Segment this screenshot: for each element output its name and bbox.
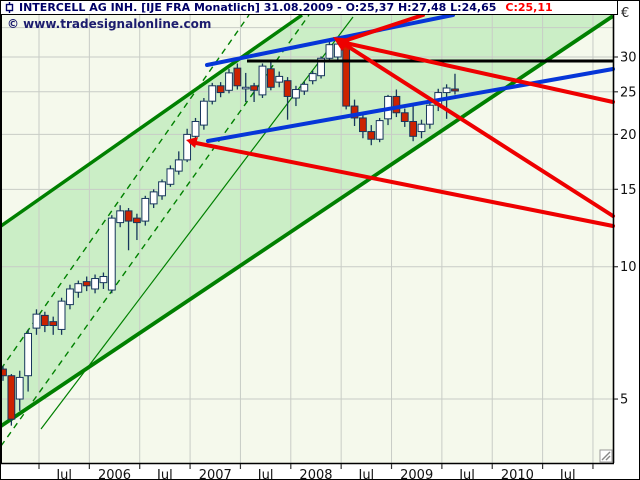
candle xyxy=(367,125,376,146)
candle xyxy=(174,151,183,175)
instrument-title: INTERCELL AG INH. [IJE FRA Monatlich] 31… xyxy=(19,1,497,14)
candle xyxy=(275,71,284,88)
candle xyxy=(208,82,217,105)
x-axis-labels: Jul 2006 Jul 2007 Jul 2008 Jul 2009 Jul 2010 Jul xyxy=(38,464,594,480)
blue-trendlines[interactable] xyxy=(205,13,615,143)
svg-text:25: 25 xyxy=(620,85,637,100)
red-trendlines[interactable] xyxy=(186,13,615,228)
svg-text:2007: 2007 xyxy=(199,468,232,480)
candle xyxy=(241,72,250,102)
svg-text:Jul: Jul xyxy=(357,468,374,480)
candle xyxy=(133,213,141,241)
candle xyxy=(292,85,300,107)
candle xyxy=(199,98,208,130)
candle xyxy=(442,84,451,119)
candle xyxy=(359,113,367,139)
candle xyxy=(308,70,317,85)
svg-text:15: 15 xyxy=(620,183,637,198)
candle xyxy=(266,60,275,91)
candle xyxy=(24,329,33,392)
svg-text:2008: 2008 xyxy=(299,468,332,480)
svg-text:5: 5 xyxy=(620,393,628,408)
candle xyxy=(82,276,91,292)
candle xyxy=(99,272,108,289)
currency-symbol: € xyxy=(621,6,630,21)
candlestick-icon xyxy=(5,1,14,17)
candle xyxy=(425,101,434,129)
svg-text:Jul: Jul xyxy=(55,468,72,480)
candle xyxy=(191,117,200,142)
candle xyxy=(124,208,133,251)
candle xyxy=(141,195,150,226)
candle xyxy=(40,311,49,333)
candle xyxy=(149,189,158,209)
candle xyxy=(91,274,99,294)
candle xyxy=(49,316,58,335)
candle xyxy=(66,284,74,310)
candle xyxy=(32,309,41,335)
svg-text:2010: 2010 xyxy=(501,468,534,480)
candle xyxy=(158,179,166,200)
y-axis-labels: 30 25 20 15 10 5 xyxy=(614,51,637,408)
candle xyxy=(300,81,309,95)
candle xyxy=(258,63,267,99)
candle xyxy=(392,89,401,118)
candle xyxy=(216,82,225,98)
candle xyxy=(400,108,409,127)
copyright-watermark: © www.tradesignalonline.com xyxy=(7,17,212,31)
candle xyxy=(57,297,66,335)
red-arrow-tip xyxy=(186,137,198,148)
candle xyxy=(250,82,258,102)
candle xyxy=(325,41,334,61)
candle xyxy=(166,165,175,187)
candle xyxy=(116,205,125,228)
candle xyxy=(409,105,418,142)
svg-text:10: 10 xyxy=(620,260,637,275)
svg-text:2006: 2006 xyxy=(98,468,131,480)
svg-text:30: 30 xyxy=(620,51,637,66)
candle xyxy=(233,63,242,90)
chart-title-bar: INTERCELL AG INH. [IJE FRA Monatlich] 31… xyxy=(1,1,618,15)
svg-text:Jul: Jul xyxy=(559,468,576,480)
candle xyxy=(283,77,292,120)
svg-text:Jul: Jul xyxy=(458,468,475,480)
candle xyxy=(225,68,233,94)
candle xyxy=(1,365,7,381)
resize-grip[interactable] xyxy=(599,449,613,463)
candle xyxy=(342,41,351,110)
svg-text:Jul: Jul xyxy=(156,468,173,480)
svg-text:Jul: Jul xyxy=(257,468,274,480)
svg-text:2009: 2009 xyxy=(400,468,433,480)
candle xyxy=(350,99,359,127)
gridlines xyxy=(2,15,613,463)
close-quote-value: C:25,11 xyxy=(505,1,553,14)
candle xyxy=(183,128,192,163)
candle xyxy=(107,215,116,294)
svg-text:20: 20 xyxy=(620,128,637,143)
candle xyxy=(451,73,459,95)
candle xyxy=(417,119,426,139)
candle xyxy=(74,280,83,298)
candle xyxy=(15,370,24,411)
candle xyxy=(375,117,384,143)
red-arrow-tip xyxy=(333,37,351,51)
candle xyxy=(7,374,16,426)
candlestick-series xyxy=(1,39,459,426)
